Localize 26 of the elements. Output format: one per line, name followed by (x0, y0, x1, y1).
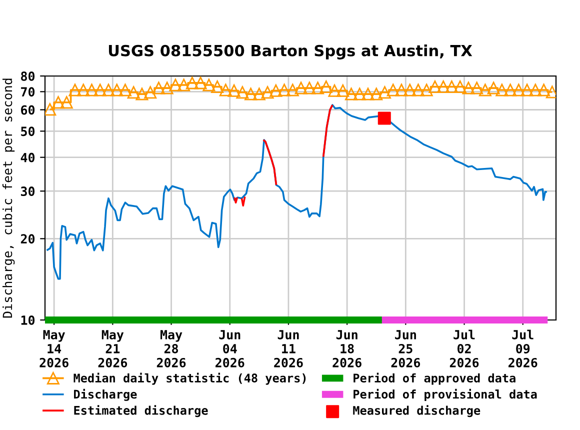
x-tick-label: Jun 04 2026 (216, 330, 244, 368)
legend-label: Discharge (74, 388, 137, 401)
x-tick-label: Jun 18 2026 (332, 330, 362, 368)
x-tick-label: Jun 25 2026 (391, 330, 420, 368)
y-tick-label: 60 (21, 105, 35, 115)
legend-label: Measured discharge (353, 405, 480, 418)
legend-label: Median daily statistic (48 years) (74, 372, 306, 385)
chart-title: USGS 08155500 Barton Spgs at Austin, TX (108, 44, 472, 60)
legend-label: Estimated discharge (74, 405, 208, 418)
x-tick-label: May 14 2026 (40, 330, 68, 368)
y-tick-label: 80 (21, 71, 35, 81)
y-tick-label: 50 (21, 126, 35, 136)
y-tick-label: 40 (20, 152, 35, 162)
x-tick-label: May 28 2026 (156, 330, 186, 368)
y-axis-title: Discharge, cubic feet per second (2, 78, 15, 318)
y-tick-label: 10 (21, 315, 35, 325)
x-tick-label: Jul 09 2026 (508, 330, 538, 368)
legend-label: Period of approved data (354, 372, 516, 385)
line-series (46, 104, 548, 280)
legend-label: Period of provisional data (354, 388, 537, 401)
y-tick-label: 30 (20, 186, 35, 196)
x-tick-label: Jul 02 2026 (450, 330, 479, 368)
x-tick-label: Jun 11 2026 (274, 330, 303, 368)
y-tick-label: 70 (21, 87, 35, 97)
x-tick-label: May 21 2026 (98, 330, 128, 368)
y-tick-label: 20 (20, 234, 35, 244)
